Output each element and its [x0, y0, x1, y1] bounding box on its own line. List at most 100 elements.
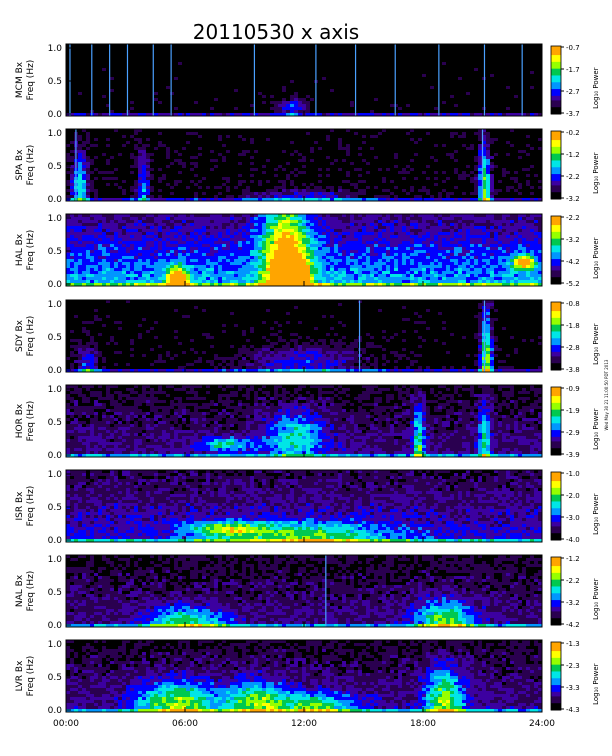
heatmap-cell — [378, 132, 382, 135]
heatmap-cell — [438, 153, 442, 156]
heatmap-cell — [402, 259, 406, 262]
heatmap-cell — [142, 238, 146, 241]
heatmap-cell — [134, 183, 138, 186]
heatmap-cell — [254, 192, 258, 195]
heatmap-cell — [290, 141, 294, 144]
heatmap-cell — [70, 354, 74, 357]
heatmap-cell — [262, 232, 266, 235]
heatmap-cell — [494, 235, 498, 238]
heatmap-cell — [462, 247, 466, 250]
heatmap-cell — [86, 217, 90, 220]
heatmap-cell — [166, 183, 170, 186]
heatmap-cell — [302, 104, 306, 107]
heatmap-cell — [94, 50, 98, 53]
heatmap-cell — [346, 241, 350, 244]
heatmap-cell — [198, 217, 202, 220]
heatmap-cell — [82, 153, 86, 156]
heatmap-cell — [506, 280, 510, 283]
heatmap-cell — [286, 274, 290, 277]
heatmap-cell — [282, 283, 286, 286]
heatmap-cell — [134, 156, 138, 159]
heatmap-cell — [322, 247, 326, 250]
heatmap-cell — [90, 229, 94, 232]
heatmap-cell — [246, 244, 250, 247]
heatmap-cell — [262, 220, 266, 223]
heatmap-cell — [530, 235, 534, 238]
heatmap-cell — [534, 235, 538, 238]
heatmap-cell — [66, 277, 70, 280]
heatmap-cell — [126, 235, 130, 238]
heatmap-cell — [238, 229, 242, 232]
colorbar-segment — [551, 131, 561, 134]
colorbar-segment — [551, 254, 561, 258]
heatmap-cell — [74, 348, 78, 351]
heatmap-cell — [346, 180, 350, 183]
heatmap-cell — [118, 229, 122, 232]
heatmap-cell — [122, 247, 126, 250]
heatmap-cell — [262, 65, 266, 68]
heatmap-cell — [438, 238, 442, 241]
heatmap-cell — [306, 214, 310, 217]
heatmap-cell — [126, 214, 130, 217]
heatmap-cell — [470, 165, 474, 168]
heatmap-cell — [106, 101, 110, 104]
heatmap-cell — [318, 238, 322, 241]
heatmap-cell — [362, 256, 366, 259]
heatmap-cell — [194, 363, 198, 366]
heatmap-cell — [446, 171, 450, 174]
heatmap-cell — [134, 229, 138, 232]
heatmap-cell — [466, 280, 470, 283]
heatmap-cell — [106, 232, 110, 235]
heatmap-cell — [86, 198, 90, 201]
heatmap-cell — [282, 183, 286, 186]
heatmap-cell — [326, 186, 330, 189]
heatmap-cell — [506, 153, 510, 156]
heatmap-cell — [190, 253, 194, 256]
heatmap-cell — [74, 220, 78, 223]
heatmap-cell — [126, 226, 130, 229]
heatmap-cell — [166, 250, 170, 253]
heatmap-cell — [362, 247, 366, 250]
heatmap-cell — [422, 229, 426, 232]
heatmap-cell — [226, 150, 230, 153]
colorbar-segment — [551, 142, 561, 146]
heatmap-cell — [170, 247, 174, 250]
heatmap-cell — [78, 345, 82, 348]
heatmap-cell — [366, 247, 370, 250]
heatmap-cell — [222, 235, 226, 238]
heatmap-cell — [226, 198, 230, 201]
heatmap-cell — [290, 183, 294, 186]
heatmap-cell — [206, 186, 210, 189]
heatmap-cell — [374, 250, 378, 253]
heatmap-cell — [354, 277, 358, 280]
heatmap-cell — [286, 107, 290, 110]
heatmap-cell — [414, 280, 418, 283]
colorbar-segment — [551, 176, 561, 180]
heatmap-cell — [194, 306, 198, 309]
heatmap-cell — [394, 259, 398, 262]
heatmap-cell — [518, 113, 522, 116]
heatmap-cell — [222, 259, 226, 262]
heatmap-cell — [138, 138, 142, 141]
heatmap-cell — [382, 268, 386, 271]
heatmap-cell — [442, 226, 446, 229]
heatmap-cell — [182, 366, 186, 369]
heatmap-cell — [186, 220, 190, 223]
heatmap-cell — [354, 198, 358, 201]
heatmap-cell — [522, 150, 526, 153]
heatmap-cell — [150, 241, 154, 244]
heatmap-cell — [342, 244, 346, 247]
heatmap-cell — [470, 271, 474, 274]
heatmap-cell — [322, 256, 326, 259]
heatmap-cell — [306, 283, 310, 286]
heatmap-cell — [266, 159, 270, 162]
heatmap-cell — [190, 363, 194, 366]
heatmap-cell — [174, 259, 178, 262]
heatmap-cell — [146, 135, 150, 138]
heatmap-cell — [530, 244, 534, 247]
heatmap-cell — [138, 303, 142, 306]
heatmap-cell — [90, 232, 94, 235]
heatmap-cell — [514, 214, 518, 217]
heatmap-cell — [134, 144, 138, 147]
heatmap-cell — [286, 277, 290, 280]
